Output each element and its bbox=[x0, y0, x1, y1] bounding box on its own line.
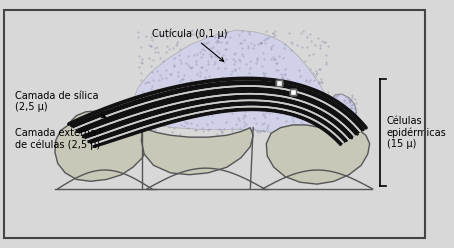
Polygon shape bbox=[266, 124, 370, 184]
Polygon shape bbox=[330, 94, 356, 126]
Polygon shape bbox=[141, 128, 253, 175]
Polygon shape bbox=[72, 82, 363, 147]
Polygon shape bbox=[55, 111, 147, 181]
Text: Camada externa
de células (2,5 μ): Camada externa de células (2,5 μ) bbox=[15, 128, 104, 150]
Polygon shape bbox=[133, 30, 328, 133]
Text: Camada de sílica
(2,5 μ): Camada de sílica (2,5 μ) bbox=[15, 91, 106, 118]
Text: Células
epidérmicas
(15 μ): Células epidérmicas (15 μ) bbox=[386, 116, 446, 149]
Text: Cutícula (0,1 μ): Cutícula (0,1 μ) bbox=[152, 28, 227, 61]
